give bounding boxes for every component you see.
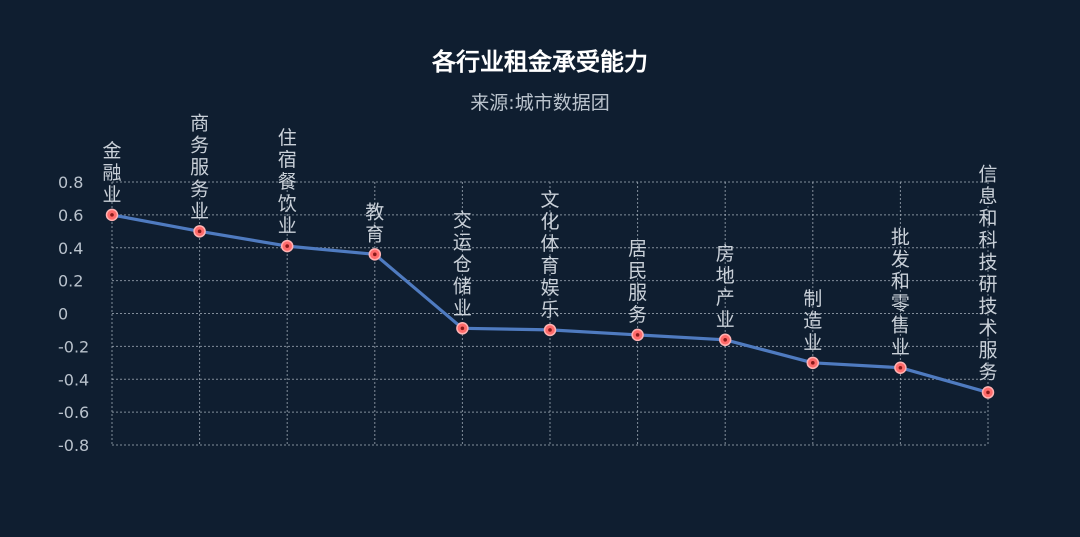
category-label: 金融业 xyxy=(102,140,121,206)
category-label: 住宿餐饮业 xyxy=(278,127,297,237)
category-label: 文化体育娱乐 xyxy=(540,189,559,321)
y-tick-label: -0.8 xyxy=(58,436,89,455)
data-point-center xyxy=(460,326,465,331)
data-point-center xyxy=(373,252,377,257)
chart-subtitle: 来源:城市数据团 xyxy=(470,92,609,114)
data-points xyxy=(105,208,995,399)
category-label: 信息和科技研技术服务 xyxy=(978,163,997,383)
data-point-center xyxy=(548,328,552,332)
y-tick-label: 0.8 xyxy=(58,173,83,192)
y-tick-label: 0 xyxy=(58,305,68,324)
y-tick-label: -0.2 xyxy=(58,337,89,356)
y-tick-label: -0.4 xyxy=(58,370,89,389)
category-label: 居民服务 xyxy=(628,238,647,326)
y-axis-ticks: 0.8 0.6 0.4 0.2 0 -0.2 -0.4 -0.6 -0.8 xyxy=(58,173,89,455)
category-label: 教育 xyxy=(365,201,384,245)
y-tick-label: 0.6 xyxy=(58,206,83,225)
category-label: 交运仓储业 xyxy=(453,209,472,319)
y-tick-label: -0.6 xyxy=(58,403,89,422)
category-label: 商务服务业 xyxy=(190,112,209,222)
data-point-center xyxy=(110,213,114,217)
y-tick-label: 0.2 xyxy=(58,272,83,291)
category-label: 批发和零售业 xyxy=(891,227,910,359)
category-label: 房地产业 xyxy=(716,243,735,331)
data-point-center xyxy=(986,390,990,395)
data-point-center xyxy=(811,361,815,365)
data-point-center xyxy=(285,244,290,248)
grid xyxy=(111,181,989,446)
data-point-center xyxy=(898,365,903,370)
category-label: 制造业 xyxy=(803,288,822,354)
y-tick-label: 0.4 xyxy=(58,239,83,258)
data-point-center xyxy=(197,229,202,234)
data-point-center xyxy=(723,338,727,342)
data-point-center xyxy=(635,333,640,337)
chart-title: 各行业租金承受能力 xyxy=(431,48,648,76)
